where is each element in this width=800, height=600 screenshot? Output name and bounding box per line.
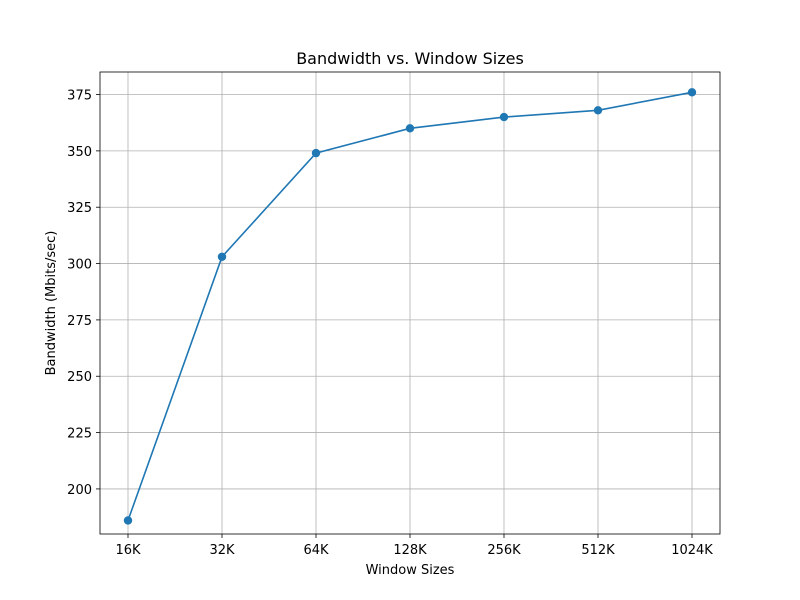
- plot-frame: [99, 71, 721, 535]
- x-tick-label: 64K: [303, 543, 329, 558]
- x-tick-label: 1024K: [671, 543, 713, 558]
- data-point: [217, 252, 227, 261]
- x-tick-label: 128K: [393, 543, 427, 558]
- x-tick-label: 16K: [115, 543, 141, 558]
- grid-lines: [100, 72, 720, 534]
- data-point: [499, 112, 509, 122]
- y-tick-label: 225: [67, 427, 92, 442]
- y-tick-label: 350: [67, 145, 92, 160]
- data-point: [123, 516, 133, 525]
- data-point: [311, 148, 321, 158]
- x-tick-label: 32K: [209, 543, 235, 558]
- y-axis-title: Bandwidth (Mbits/sec): [44, 231, 59, 376]
- y-tick-label: 250: [67, 370, 92, 385]
- axis-ticks: 16K 32K 64K 128K 256K 512K 1024K 200 225 250 275 30…: [67, 89, 713, 558]
- y-tick-label: 200: [67, 483, 92, 498]
- data-point: [405, 124, 415, 133]
- x-tick-label: 256K: [487, 543, 521, 558]
- data-point: [593, 106, 603, 115]
- y-tick-label: 375: [67, 89, 92, 104]
- x-axis-title: Window Sizes: [366, 563, 455, 578]
- y-tick-label: 325: [67, 201, 92, 216]
- chart-title: Bandwidth vs. Window Sizes: [296, 49, 524, 68]
- series-layer: [123, 88, 697, 525]
- y-tick-label: 275: [67, 314, 92, 329]
- y-tick-label: 300: [67, 258, 92, 273]
- x-tick-label: 512K: [581, 543, 615, 558]
- data-point: [687, 88, 697, 97]
